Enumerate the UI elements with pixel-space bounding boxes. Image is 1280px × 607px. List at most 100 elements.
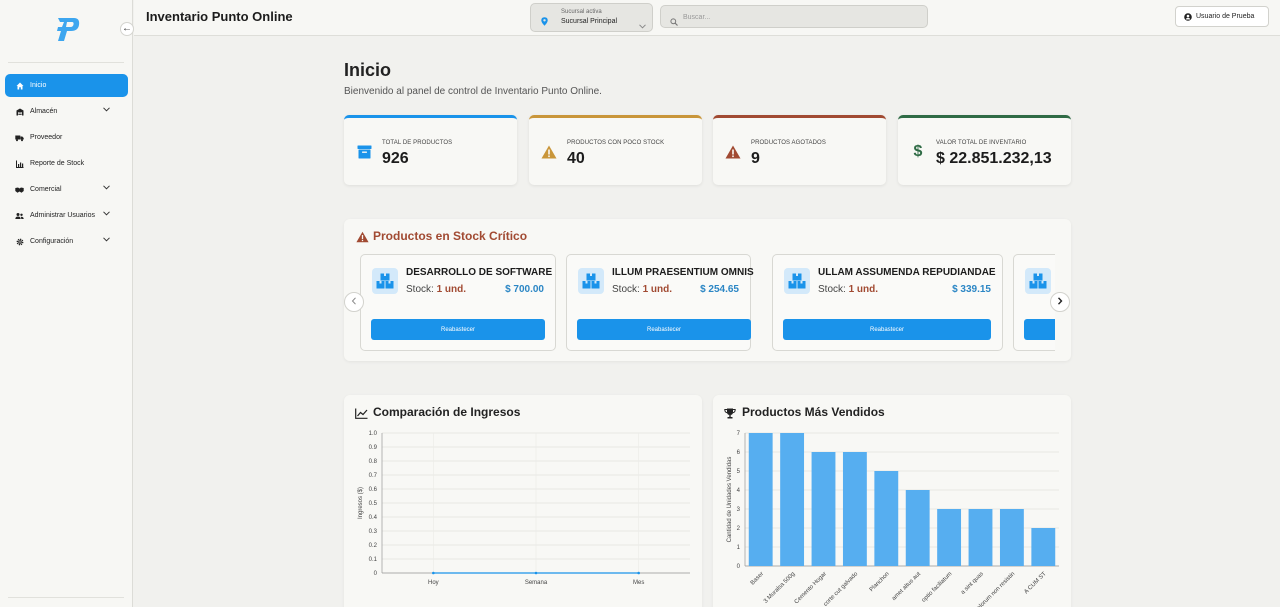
y-tick-label: 0	[374, 571, 378, 577]
product-card: ILLUM PRAESENTIUM OMNIS Stock: 1 und. $ …	[566, 254, 754, 351]
x-tick-label: 3 Muralsa 500g	[763, 571, 796, 604]
product-stock: Stock: 1 und.	[612, 284, 672, 295]
page-subtitle: Bienvenido al panel de control de Invent…	[344, 86, 602, 97]
x-tick-label: Mes	[633, 580, 644, 586]
boxes-icon	[784, 268, 810, 294]
top-selling-panel: Productos Más Vendidos 0 1 2 3 4 5 6 7 Baser 3 Mu…	[713, 395, 1071, 607]
users-icon	[15, 211, 24, 220]
sidebar-item-inicio[interactable]: Inicio	[5, 74, 128, 97]
app-logo[interactable]	[52, 14, 82, 44]
y-tick-label: 0.5	[369, 501, 378, 507]
stat-card-valor-inventario: $ Valor total de inventario $ 22.851.232…	[898, 115, 1071, 185]
restock-button[interactable]: Reabastecer	[577, 319, 751, 340]
bar	[780, 433, 805, 566]
x-tick-label: corte cut galvado	[823, 571, 860, 607]
warning-icon	[356, 230, 369, 248]
y-tick-label: 7	[737, 431, 741, 437]
user-menu-button[interactable]: Usuario de Prueba	[1175, 6, 1269, 27]
stock-value: 1 und.	[642, 284, 673, 295]
user-circle-icon	[1184, 12, 1192, 21]
chevron-left-icon	[351, 296, 357, 308]
search-input[interactable]	[683, 10, 913, 24]
y-tick-label: 0.1	[369, 557, 378, 563]
sidebar-item-proveedor[interactable]: Proveedor	[5, 126, 128, 149]
top-selling-chart-title: Productos Más Vendidos	[742, 405, 885, 419]
sidebar-item-reporte-stock[interactable]: Reporte de Stock	[5, 152, 128, 175]
product-card: DESARROLLO DE SOFTWARE Stock: 1 und. $ 7…	[360, 254, 556, 351]
x-tick-label: Cemento Hogar	[794, 571, 828, 605]
y-tick-label: 0.4	[369, 515, 378, 521]
sidebar-item-label: Administrar Usuarios	[30, 212, 95, 219]
bar	[1031, 528, 1056, 566]
bar	[937, 509, 962, 566]
y-tick-label: 1	[737, 545, 741, 551]
bar	[811, 452, 836, 566]
y-tick-label: 0	[737, 564, 741, 570]
sidebar-item-label: Proveedor	[30, 134, 63, 141]
restock-button[interactable]	[1024, 319, 1055, 340]
sidebar-divider	[8, 62, 124, 63]
sidebar-item-administrar-usuarios[interactable]: Administrar Usuarios	[5, 204, 128, 227]
search-box	[660, 5, 928, 28]
branch-selector[interactable]: Sucursal activa Sucursal Principal	[530, 3, 653, 32]
critical-stock-title: Productos en Stock Crítico	[373, 229, 528, 243]
y-tick-label: 0.7	[369, 473, 378, 479]
sidebar-divider	[8, 597, 124, 598]
x-tick-label: amet altus aut	[891, 571, 922, 602]
line-chart-icon	[355, 406, 368, 424]
product-card: ULLAM ASSUMENDA REPUDIANDAE Stock: 1 und…	[772, 254, 1003, 351]
bar	[968, 509, 993, 566]
handshake-icon	[15, 185, 24, 194]
product-card	[1013, 254, 1055, 351]
home-icon	[15, 81, 24, 90]
stat-value: 926	[382, 150, 409, 167]
chevron-down-icon	[103, 211, 110, 218]
x-tick-label: optio faciliatum	[921, 571, 954, 604]
top-header: Inventario Punto Online Sucursal activa …	[134, 0, 1280, 36]
stock-value: 1 und.	[848, 284, 879, 295]
boxes-icon	[578, 268, 604, 294]
product-name: ULLAM ASSUMENDA REPUDIANDAE	[818, 267, 996, 278]
gear-icon	[15, 237, 24, 246]
restock-button[interactable]: Reabastecer	[783, 319, 991, 340]
y-tick-label: 0.8	[369, 459, 378, 465]
chevron-down-icon	[103, 237, 110, 244]
page-title: Inicio	[344, 60, 392, 80]
product-price: $ 339.15	[952, 284, 991, 295]
stock-prefix: Stock:	[612, 284, 640, 295]
branch-value: Sucursal Principal	[561, 18, 618, 25]
bar	[905, 490, 930, 566]
branch-label: Sucursal activa	[561, 9, 602, 15]
sidebar-item-label: Almacén	[30, 108, 58, 115]
x-tick-label: Hoy	[428, 580, 439, 586]
y-tick-label: 3	[737, 507, 741, 513]
x-tick-label: Semana	[525, 580, 548, 586]
stat-value: 40	[567, 150, 585, 167]
y-tick-label: 5	[737, 469, 741, 475]
sidebar-item-configuracion[interactable]: Configuración	[5, 230, 128, 253]
bar	[748, 433, 773, 566]
stat-card-agotados: Productos agotados 9	[713, 115, 886, 185]
chevron-down-icon	[103, 185, 110, 192]
income-comparison-panel: Comparación de Ingresos 0 0.1 0.2 0.3 0.4 0.5…	[344, 395, 702, 607]
stat-label: Productos agotados	[751, 140, 826, 146]
y-axis-label: Ingresos ($)	[358, 487, 364, 519]
user-name: Usuario de Prueba	[1196, 13, 1255, 20]
stat-label: Total de productos	[382, 140, 453, 146]
carousel-prev-button[interactable]	[344, 292, 364, 312]
stat-card-total-productos: Total de productos 926	[344, 115, 517, 185]
sidebar-item-almacen[interactable]: Almacén	[5, 100, 128, 123]
product-price: $ 254.65	[700, 284, 739, 295]
boxes-icon	[372, 268, 398, 294]
sidebar-item-label: Inicio	[30, 82, 47, 89]
sidebar-item-comercial[interactable]: Comercial	[5, 178, 128, 201]
carousel-next-button[interactable]	[1050, 292, 1070, 312]
chevron-right-icon	[1057, 296, 1063, 308]
stock-value: 1 und.	[436, 284, 467, 295]
income-data-point	[534, 571, 538, 575]
stat-value: 9	[751, 150, 760, 167]
archive-box-icon	[356, 144, 372, 160]
restock-button[interactable]: Reabastecer	[371, 319, 545, 340]
arrow-left-icon[interactable]: ←	[120, 22, 134, 36]
